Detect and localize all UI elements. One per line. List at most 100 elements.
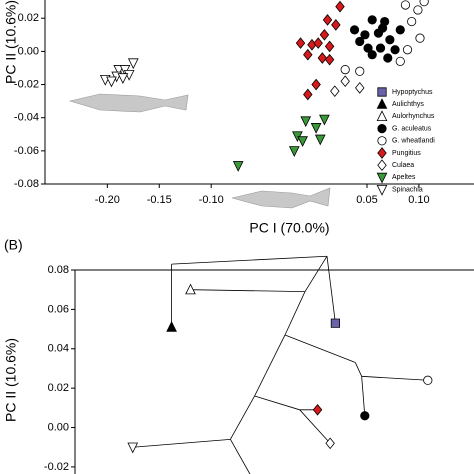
tree-branch <box>284 334 356 363</box>
y-tick-label: -0.06 <box>14 145 39 157</box>
y-tick-label: -0.02 <box>44 461 69 473</box>
point <box>127 58 139 70</box>
tree-branch <box>326 256 336 324</box>
point <box>106 76 117 88</box>
tree-branch <box>230 439 251 474</box>
fish-icon <box>231 187 331 209</box>
point <box>185 283 196 295</box>
point <box>355 36 365 47</box>
point <box>395 56 405 66</box>
point <box>340 75 350 88</box>
point <box>415 33 425 43</box>
legend-marker <box>377 159 387 172</box>
x-tick-label: -0.15 <box>147 194 172 206</box>
tree-branch <box>361 376 366 416</box>
point <box>419 0 429 7</box>
point <box>423 375 433 385</box>
point <box>363 43 373 53</box>
y-tick-label: 0.06 <box>48 303 69 315</box>
point <box>117 73 129 85</box>
point <box>330 85 340 98</box>
point <box>288 146 300 157</box>
point <box>295 37 306 49</box>
tree-branch <box>190 289 305 293</box>
legend-marker <box>377 136 387 146</box>
y-tick-label: 0.02 <box>48 382 69 394</box>
y-tick-label: 0.04 <box>48 343 69 355</box>
tree-branch <box>230 395 255 440</box>
point <box>375 43 386 53</box>
tree-branch <box>299 409 331 444</box>
point <box>367 15 377 25</box>
y-tick-label: -0.08 <box>14 178 39 190</box>
point <box>377 23 388 33</box>
y-tick-label: 0.00 <box>48 421 69 433</box>
point <box>312 403 323 416</box>
tree-branch <box>304 256 328 292</box>
point <box>324 40 335 53</box>
point <box>413 5 423 15</box>
legend-label: Hypoptychus <box>392 89 433 96</box>
point <box>310 123 322 134</box>
tree-branch <box>361 375 428 381</box>
legend-marker <box>376 110 388 121</box>
x-tick-label: -0.10 <box>199 194 224 206</box>
point <box>355 82 365 94</box>
y-tick-label: 0.08 <box>48 264 69 276</box>
x-axis-label: PC I (70.0%) <box>249 220 329 236</box>
point <box>325 437 335 450</box>
y-axis-label: PC II (10.6%) <box>3 0 19 84</box>
legend-marker <box>377 87 387 97</box>
fish-silhouettes <box>68 93 331 209</box>
point <box>319 28 330 41</box>
point <box>340 65 350 75</box>
legend-label: Aulichthys <box>392 101 424 108</box>
point <box>303 48 313 61</box>
legend-marker <box>376 172 388 184</box>
point <box>407 16 417 27</box>
legend-label: Aulorhynchus <box>392 113 435 120</box>
point <box>319 114 330 126</box>
point <box>297 136 308 147</box>
y-tick-label: -0.02 <box>14 78 39 90</box>
legend-label: G. aculeatus <box>392 125 432 132</box>
tree-branch <box>132 438 231 448</box>
point <box>300 116 312 128</box>
point <box>314 134 326 146</box>
tree-branch <box>171 255 328 265</box>
point <box>303 88 313 101</box>
y-tick-label: -0.04 <box>14 112 39 124</box>
point <box>390 45 400 55</box>
point <box>331 19 341 31</box>
y-tick-label: 0.02 <box>18 12 39 24</box>
legend-label: Culaea <box>392 162 414 169</box>
point <box>349 25 360 35</box>
y-tick-label: 0.00 <box>18 45 39 57</box>
point <box>402 45 413 55</box>
tree-branch <box>284 291 306 336</box>
point <box>330 318 341 328</box>
legend-label: Apeltes <box>392 174 416 181</box>
point <box>360 411 370 421</box>
x-tick-label: 0.10 <box>408 194 429 206</box>
tree-branch <box>254 334 286 397</box>
legend-marker <box>377 147 387 159</box>
point <box>367 50 377 60</box>
point <box>313 37 323 49</box>
tree-branch <box>254 395 300 411</box>
point <box>395 25 405 35</box>
point <box>232 161 244 172</box>
x-tick-label: -0.20 <box>95 194 120 206</box>
panel-label: (B) <box>4 237 23 253</box>
point <box>355 66 365 76</box>
point <box>322 14 333 26</box>
point <box>127 442 139 454</box>
point <box>166 321 177 332</box>
tree-branch <box>354 362 363 377</box>
point <box>360 30 370 40</box>
x-tick-label: 0.05 <box>356 194 377 206</box>
legend-label: Spinachia <box>392 186 423 193</box>
point <box>317 52 328 64</box>
legend-marker <box>377 124 387 134</box>
